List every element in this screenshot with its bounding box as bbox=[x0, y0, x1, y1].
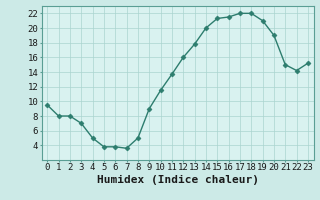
X-axis label: Humidex (Indice chaleur): Humidex (Indice chaleur) bbox=[97, 175, 259, 185]
